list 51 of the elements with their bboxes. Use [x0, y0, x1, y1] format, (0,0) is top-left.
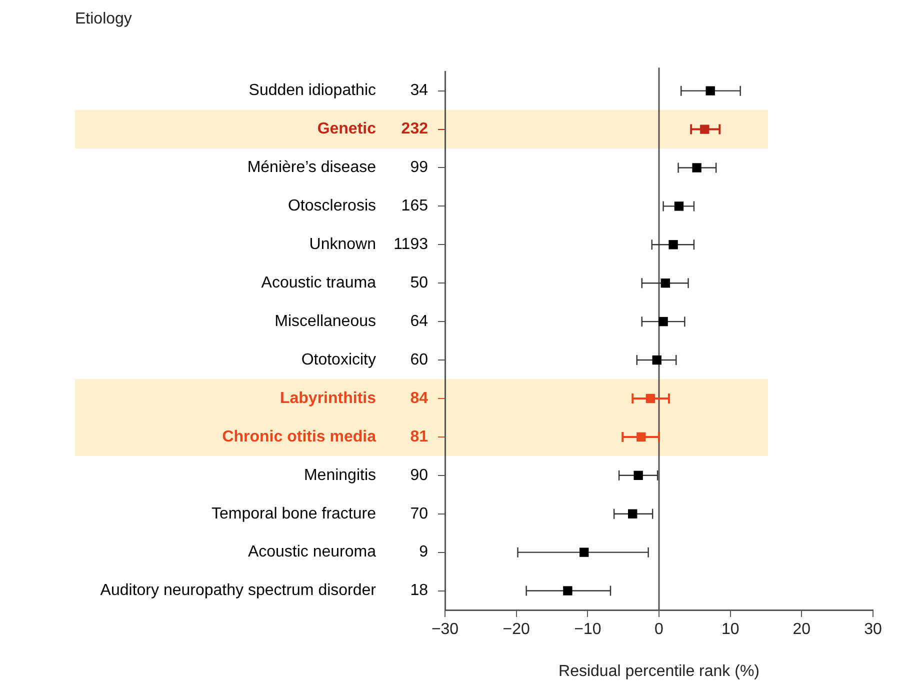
y-axis-title: Etiology [75, 10, 132, 28]
point [563, 586, 572, 596]
x-tick-label: 30 [864, 621, 882, 638]
text: 34 [410, 82, 428, 100]
y-tick-label: Sudden idiopathic [248, 82, 376, 100]
y-tick-label: Unknown [309, 236, 376, 254]
y-tick-label: Ménière’s disease [247, 159, 376, 176]
x-tick-label: 0 [654, 621, 664, 638]
text: 70 [410, 505, 428, 522]
point [634, 470, 643, 480]
y-tick-label: Temporal bone fracture [211, 505, 376, 522]
x-tick-label: 20 [792, 621, 811, 638]
point [692, 163, 702, 172]
point [706, 86, 715, 96]
y-tick-label: Acoustic neuroma [248, 544, 376, 561]
point [646, 394, 656, 404]
x-tick-label: −10 [574, 621, 602, 638]
x-tick-label: −20 [502, 621, 530, 638]
y-tick-label: Chronic otitis media [222, 428, 376, 446]
point [652, 355, 662, 365]
point [700, 124, 710, 134]
text: 64 [410, 312, 428, 330]
y-tick-label: Acoustic trauma [261, 274, 376, 292]
text: 90 [410, 466, 428, 484]
text: 99 [410, 159, 428, 176]
point [580, 548, 589, 557]
text: 9 [419, 544, 428, 561]
y-tick-label: Ototoxicity [301, 351, 376, 368]
y-tick-label: Otosclerosis [288, 198, 376, 215]
point [636, 432, 646, 442]
point [658, 316, 668, 326]
text: 81 [410, 428, 428, 446]
y-tick-label: Genetic [317, 120, 376, 138]
point [674, 202, 684, 211]
y-tick-label: Meningitis [304, 466, 376, 484]
text: 232 [401, 120, 428, 138]
text: 18 [410, 582, 428, 600]
x-tick-label: −30 [431, 621, 459, 638]
x-tick-label: 10 [721, 621, 740, 638]
y-tick-label: Auditory neuropathy spectrum disorder [100, 582, 377, 600]
x-axis-title: Residual percentile rank (%) [558, 662, 760, 680]
text: 1193 [394, 236, 428, 254]
y-tick-label: Miscellaneous [274, 312, 376, 330]
point [668, 240, 678, 250]
y-tick-label: Labyrinthitis [280, 390, 376, 407]
point [660, 278, 670, 288]
text: 165 [401, 198, 428, 215]
text: 84 [410, 390, 428, 407]
text: 60 [410, 351, 428, 368]
point [628, 509, 638, 518]
text: 50 [410, 274, 428, 292]
